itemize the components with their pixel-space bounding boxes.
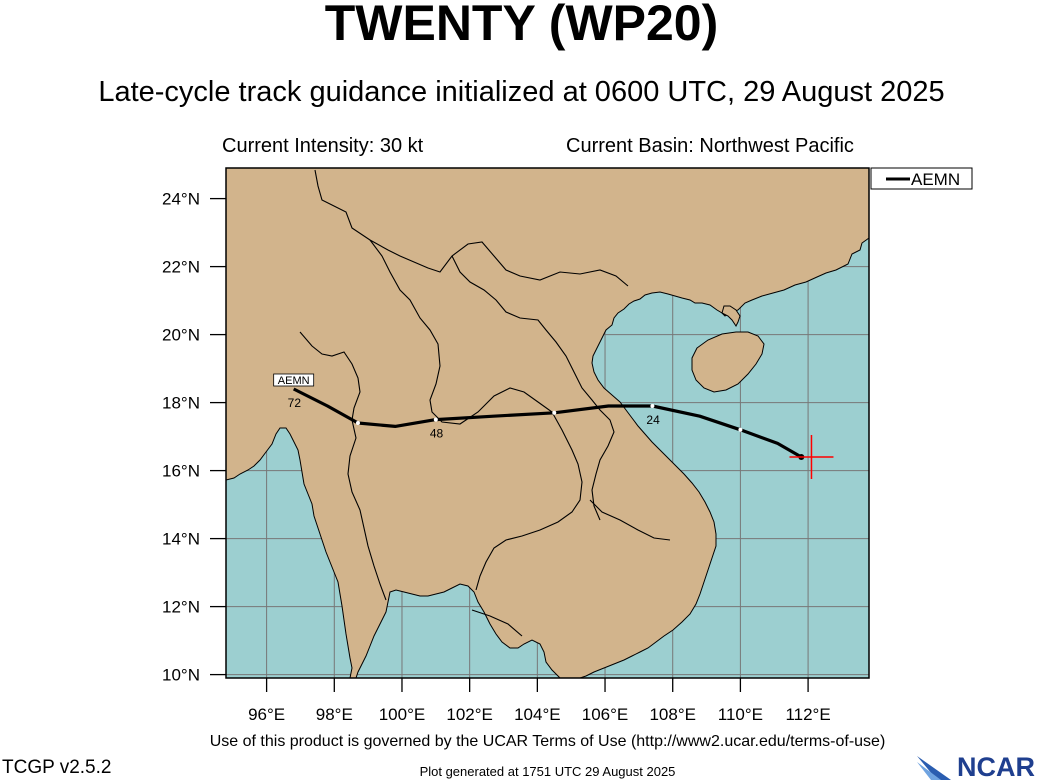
track-point-marker — [738, 427, 743, 432]
lon-tick-label: 110°E — [718, 705, 763, 724]
track-point-marker — [355, 421, 360, 425]
lat-tick-label: 16°N — [162, 462, 200, 481]
lat-tick-label: 20°N — [162, 326, 200, 345]
track-point-marker — [650, 404, 655, 408]
lat-tick-label: 24°N — [162, 190, 200, 209]
map-area: 24 48 72 AEMN — [226, 168, 869, 678]
terms-of-use-notice: Use of this product is governed by the U… — [209, 733, 886, 750]
lon-tick-label: 106°E — [582, 705, 629, 724]
track-end-label-box — [273, 373, 315, 387]
mainland-landmass — [226, 168, 869, 678]
page-subtitle: Late-cycle track guidance initialized at… — [98, 76, 945, 108]
hainan-island — [691, 331, 765, 393]
ncar-logo: NCAR — [915, 752, 1035, 783]
lon-tick-label: 102°E — [446, 705, 493, 724]
aemn-track: 24 48 72 AEMN — [273, 373, 805, 460]
lat-tick-label: 12°N — [162, 598, 200, 617]
lon-tick-label: 100°E — [379, 705, 426, 724]
legend: AEMN — [870, 167, 973, 190]
lon-tick-label: 96°E — [248, 705, 285, 724]
page-title: TWENTY (WP20) — [324, 0, 719, 51]
track-end-label: AEMN — [278, 375, 310, 387]
track-point-marker — [433, 417, 438, 422]
current-position-marker — [789, 435, 834, 479]
lat-tick-label: 18°N — [162, 394, 200, 413]
longitude-axis: 96°E 98°E 100°E 102°E 104°E 106°E 108°E 110°E 11… — [248, 678, 831, 724]
ncar-logo-text: NCAR — [957, 752, 1035, 782]
version-label: TCGP v2.5.2 — [2, 757, 112, 778]
leizhou-peninsula — [721, 305, 741, 327]
forecast-hour-label: 72 — [288, 396, 302, 410]
generated-timestamp: Plot generated at 1751 UTC 29 August 202… — [419, 764, 676, 779]
lon-tick-label: 112°E — [785, 705, 830, 724]
lat-tick-label: 10°N — [162, 666, 200, 685]
lat-tick-label: 14°N — [162, 530, 200, 549]
current-basin: Current Basin: Northwest Pacific — [566, 135, 854, 157]
forecast-hour-label: 48 — [430, 427, 444, 441]
latitude-axis: 24°N 22°N 20°N 18°N 16°N 14°N 12°N 10°N — [162, 190, 226, 685]
forecast-hour-label: 24 — [646, 413, 660, 427]
legend-box — [870, 167, 973, 190]
current-intensity: Current Intensity: 30 kt — [222, 135, 424, 157]
ncar-swoosh-icon — [917, 755, 951, 780]
map-frame — [225, 167, 870, 679]
lon-tick-label: 108°E — [649, 705, 696, 724]
lat-tick-label: 22°N — [162, 258, 200, 277]
country-borders — [299, 169, 671, 637]
lon-tick-label: 98°E — [316, 705, 353, 724]
lon-tick-label: 104°E — [514, 705, 561, 724]
track-point-marker — [552, 410, 557, 415]
legend-label: AEMN — [911, 170, 960, 189]
